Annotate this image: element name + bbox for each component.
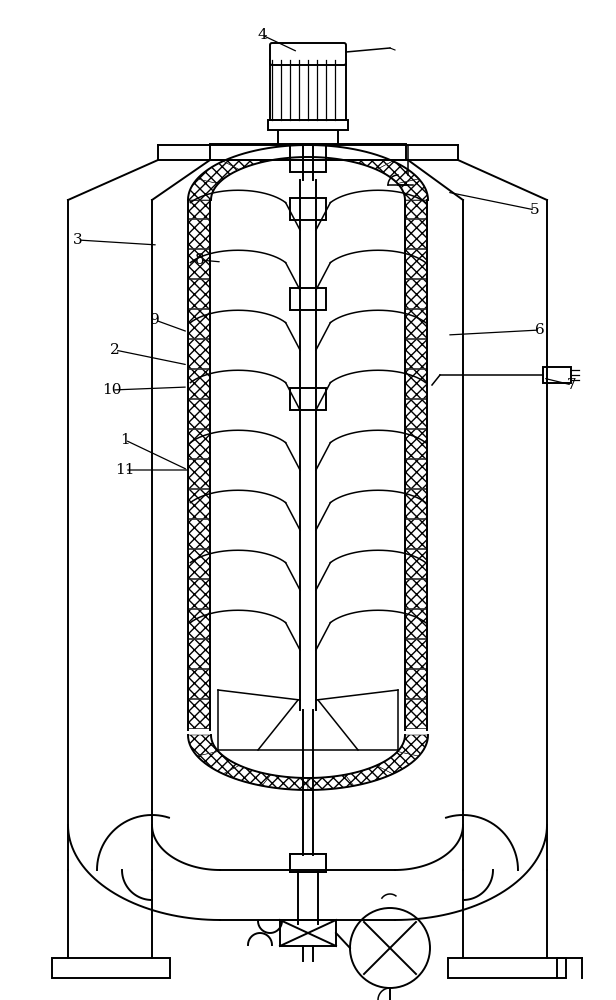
Polygon shape (197, 161, 240, 184)
Bar (278, 130, 338, 144)
Bar (188, 219, 210, 248)
Bar (188, 699, 210, 728)
Polygon shape (223, 765, 271, 786)
Bar (290, 144, 326, 172)
Bar (290, 854, 326, 872)
Bar (290, 198, 326, 220)
Bar (448, 958, 566, 978)
Bar (188, 639, 210, 668)
Text: 11: 11 (115, 463, 135, 477)
Bar (405, 639, 427, 668)
Bar (405, 579, 427, 608)
Polygon shape (262, 775, 308, 790)
Text: 3: 3 (73, 233, 83, 247)
Bar (290, 854, 326, 872)
Bar (543, 367, 571, 383)
Bar (188, 279, 210, 308)
Bar (188, 519, 210, 548)
Polygon shape (197, 751, 240, 774)
Polygon shape (262, 145, 308, 160)
Bar (405, 249, 427, 278)
Polygon shape (345, 149, 393, 170)
Bar (268, 120, 348, 130)
Bar (52, 958, 170, 978)
Bar (290, 288, 326, 310)
Text: 8: 8 (195, 253, 205, 267)
Bar (405, 669, 427, 698)
Bar (270, 60, 346, 120)
Polygon shape (188, 179, 219, 200)
Bar (405, 219, 427, 248)
Polygon shape (188, 735, 219, 756)
Text: 6: 6 (535, 323, 545, 337)
Text: 7: 7 (567, 378, 577, 392)
Text: 9: 9 (150, 313, 160, 327)
Bar (280, 920, 336, 946)
Text: 4: 4 (257, 28, 267, 42)
Bar (188, 489, 210, 518)
Bar (405, 339, 427, 368)
Polygon shape (223, 149, 271, 170)
Bar (210, 144, 406, 160)
Polygon shape (397, 735, 428, 756)
Bar (188, 249, 210, 278)
Bar (188, 339, 210, 368)
Bar (188, 399, 210, 428)
Text: 10: 10 (102, 383, 122, 397)
Bar (405, 519, 427, 548)
Bar (188, 309, 210, 338)
Text: 1: 1 (120, 433, 130, 447)
Bar (405, 699, 427, 728)
Polygon shape (308, 775, 354, 790)
Bar (188, 579, 210, 608)
Bar (405, 609, 427, 638)
Bar (188, 200, 210, 218)
Polygon shape (345, 765, 393, 786)
Bar (188, 609, 210, 638)
Polygon shape (376, 751, 419, 774)
Bar (405, 279, 427, 308)
Bar (405, 369, 427, 398)
Polygon shape (308, 145, 354, 160)
Bar (188, 459, 210, 488)
Bar (188, 549, 210, 578)
Bar (188, 369, 210, 398)
Text: 2: 2 (110, 343, 120, 357)
Polygon shape (376, 161, 419, 184)
Text: 5: 5 (530, 203, 540, 217)
Bar (405, 200, 427, 218)
Bar (405, 429, 427, 458)
Bar (405, 489, 427, 518)
Bar (188, 429, 210, 458)
Bar (405, 309, 427, 338)
Bar (405, 549, 427, 578)
Bar (188, 669, 210, 698)
Polygon shape (397, 179, 428, 200)
Bar (290, 388, 326, 410)
Circle shape (350, 908, 430, 988)
Bar (405, 399, 427, 428)
FancyBboxPatch shape (270, 43, 346, 65)
Bar (405, 459, 427, 488)
